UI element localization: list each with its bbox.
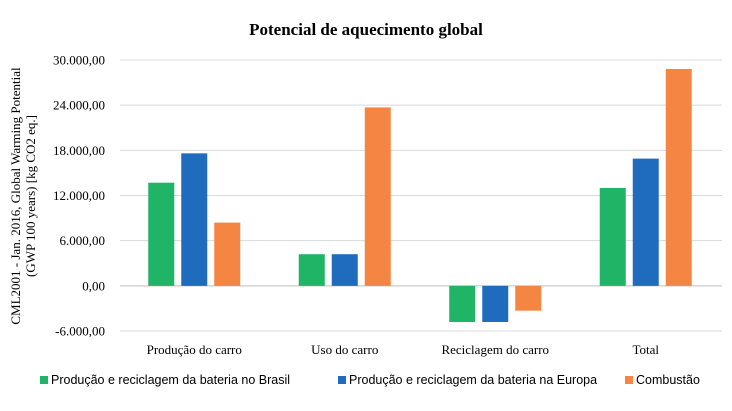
y-tick-label: 30.000,00 [53, 53, 105, 68]
y-axis-label-line-2: (GWP 100 years) [kg CO2 eq.] [23, 115, 38, 277]
y-axis-label-line-1: CML2001 - Jan. 2016, Global Warming Pote… [8, 67, 23, 325]
bar [364, 107, 391, 286]
gridlines [120, 59, 722, 332]
bar [331, 254, 358, 286]
y-tick-labels: -6.000,00 0,00 6.000,00 12.000,00 18.000,00 2… [53, 53, 105, 339]
y-tick-label: 6.000,00 [60, 233, 106, 248]
y-axis-label: CML2001 - Jan. 2016, Global Warming Pote… [8, 67, 38, 325]
x-tick-label: Reciclagem do carro [441, 342, 549, 357]
y-tick-label: -6.000,00 [55, 324, 105, 339]
bar [599, 187, 626, 286]
y-tick-label: 24.000,00 [53, 98, 105, 113]
legend-label: Produção e reciclagem da bateria na Euro… [349, 373, 597, 387]
legend-swatch [338, 376, 346, 384]
y-tick-label: 18.000,00 [53, 143, 105, 158]
y-tick-label: 0,00 [82, 278, 105, 293]
chart-title: Potencial de aquecimento global [249, 20, 483, 39]
x-tick-label: Uso do carro [311, 342, 378, 357]
legend-label: Combustão [636, 373, 700, 387]
legend-swatch [40, 376, 48, 384]
legend: Produção e reciclagem da bateria no Bras… [40, 373, 700, 387]
y-tick-label: 12.000,00 [53, 188, 105, 203]
x-tick-label: Total [632, 342, 659, 357]
bar [449, 285, 476, 322]
bars [148, 69, 692, 322]
bar [665, 69, 692, 286]
bar [181, 153, 208, 286]
bar [515, 285, 542, 311]
bar [482, 285, 509, 322]
bar [214, 222, 241, 286]
bar [148, 182, 175, 286]
x-tick-label: Produção do carro [147, 342, 242, 357]
x-tick-labels: Produção do carro Uso do carro Reciclagem … [147, 342, 660, 357]
bar [298, 254, 325, 286]
legend-swatch [625, 376, 633, 384]
legend-label: Produção e reciclagem da bateria no Bras… [51, 373, 290, 387]
bar [632, 158, 659, 286]
